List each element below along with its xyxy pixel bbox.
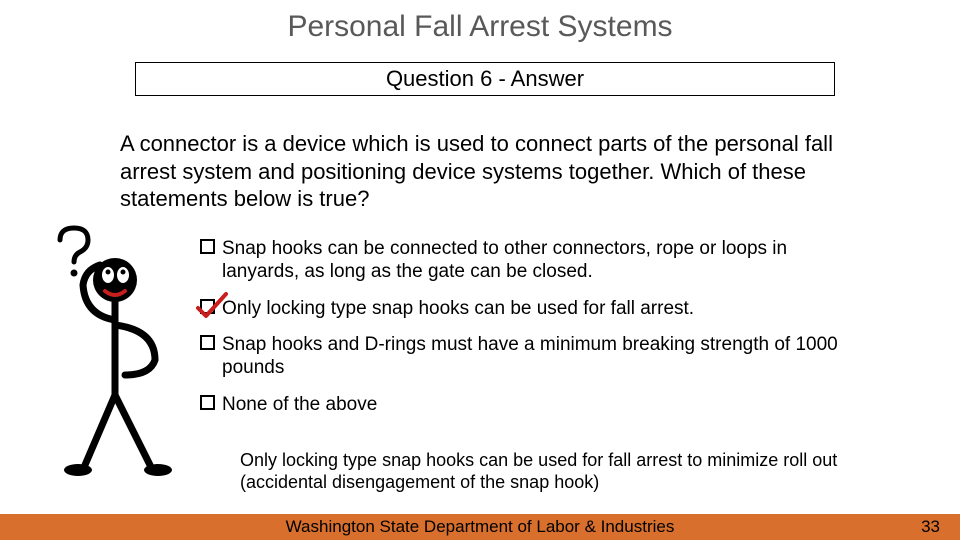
thinking-figure-icon [45, 225, 185, 480]
answer-options: Snap hooks can be connected to other con… [200, 238, 840, 431]
option-text: Snap hooks can be connected to other con… [222, 238, 787, 282]
answer-explanation: Only locking type snap hooks can be used… [240, 450, 860, 493]
option-text: Snap hooks and D-rings must have a minim… [222, 334, 838, 378]
checkbox-icon [200, 395, 215, 410]
checkbox-icon [200, 239, 215, 254]
option-text: Only locking type snap hooks can be used… [222, 298, 694, 319]
question-label-box: Question 6 - Answer [135, 62, 835, 96]
slide: Personal Fall Arrest Systems Question 6 … [0, 0, 960, 540]
option-b: Only locking type snap hooks can be used… [200, 298, 840, 321]
page-title: Personal Fall Arrest Systems [0, 10, 960, 44]
page-number: 33 [921, 517, 940, 537]
checkbox-icon [200, 299, 215, 314]
question-body: A connector is a device which is used to… [120, 130, 840, 213]
option-a: Snap hooks can be connected to other con… [200, 238, 840, 284]
option-d: None of the above [200, 394, 840, 417]
checkbox-icon [200, 335, 215, 350]
footer-text: Washington State Department of Labor & I… [0, 517, 960, 537]
option-text: None of the above [222, 394, 377, 415]
option-c: Snap hooks and D-rings must have a minim… [200, 334, 840, 380]
